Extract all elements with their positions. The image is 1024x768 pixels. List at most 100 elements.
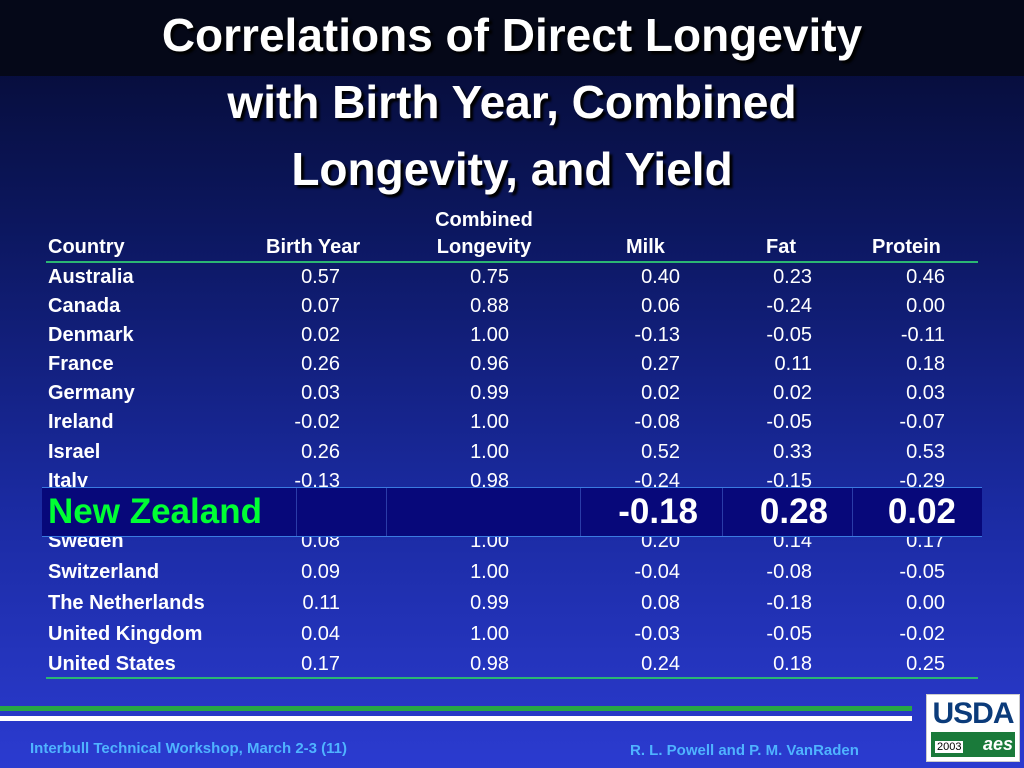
cell-birth-year: 0.04: [301, 623, 340, 645]
cell-birth-year: 0.26: [301, 353, 340, 375]
cell-milk: -0.13: [634, 324, 680, 346]
cell-protein: 0.00: [906, 592, 945, 614]
header-rule: [46, 261, 978, 263]
cell-country: Canada: [48, 295, 121, 317]
cell-birth-year: 0.02: [301, 324, 340, 346]
cell-fat: 0.33: [773, 441, 812, 463]
cell-fat: -0.08: [766, 561, 812, 583]
table-row: Ireland -0.02 1.00 -0.08 -0.05 -0.07: [0, 408, 1024, 437]
aes-logo-mark: aes: [983, 734, 1014, 754]
table-row: Germany 0.03 0.99 0.02 0.02 0.03: [0, 379, 1024, 408]
highlight-fat: 0.28: [759, 492, 828, 531]
table-row: Israel 0.26 1.00 0.52 0.33 0.53: [0, 438, 1024, 467]
cell-combined: 1.00: [470, 561, 509, 583]
header-milk: Milk: [626, 236, 665, 258]
cell-combined: 0.98: [470, 470, 509, 492]
cell-combined: 1.00: [470, 411, 509, 433]
table-row: Denmark 0.02 1.00 -0.13 -0.05 -0.11: [0, 321, 1024, 350]
table-row: United States 0.17 0.98 0.24 0.18 0.25: [0, 650, 1024, 679]
cell-birth-year: 0.11: [302, 592, 340, 614]
cell-country: United Kingdom: [48, 623, 203, 645]
cell-fat: -0.05: [766, 411, 812, 433]
title-line-2: with Birth Year, Combined: [227, 76, 797, 128]
cell-country: Ireland: [48, 411, 114, 433]
cell-birth-year: 0.57: [301, 266, 340, 288]
cell-milk: 0.08: [641, 592, 680, 614]
header-country: Country: [48, 236, 125, 258]
header-combined-bottom: Longevity: [436, 236, 532, 258]
highlight-country: New Zealand: [48, 492, 262, 531]
cell-combined: 1.00: [470, 623, 509, 645]
cell-milk: 0.27: [641, 353, 680, 375]
cell-milk: 0.24: [641, 653, 680, 675]
cell-birth-year: -0.13: [294, 470, 340, 492]
cell-fat: -0.18: [766, 592, 812, 614]
cell-protein: -0.07: [899, 411, 945, 433]
cell-birth-year: 0.26: [301, 441, 340, 463]
cell-combined: 0.96: [470, 353, 509, 375]
cell-protein: -0.02: [899, 623, 945, 645]
cell-combined: 0.99: [470, 382, 509, 404]
cell-fat: -0.05: [766, 623, 812, 645]
usda-logo-text: USDA: [932, 697, 1014, 730]
cell-milk: 0.52: [641, 441, 680, 463]
cell-country: United States: [48, 653, 176, 675]
table-row: Canada 0.07 0.88 0.06 -0.24 0.00: [0, 292, 1024, 321]
cell-protein: -0.11: [900, 324, 945, 346]
cell-combined: 0.88: [470, 295, 509, 317]
header-birth-year: Birth Year: [266, 236, 361, 258]
header-fat: Fat: [766, 236, 796, 258]
table-bottom-rule: [46, 677, 978, 679]
cell-fat: -0.05: [766, 324, 812, 346]
title-band: [0, 0, 1024, 76]
cell-country: Germany: [48, 382, 135, 404]
cell-milk: 0.06: [641, 295, 680, 317]
title-line-3: Longevity, and Yield: [291, 143, 733, 195]
cell-combined: 1.00: [470, 441, 509, 463]
table-row: United Kingdom 0.04 1.00 -0.03 -0.05 -0.02: [0, 620, 1024, 649]
cell-combined: 1.00: [470, 324, 509, 346]
cell-birth-year: 0.03: [301, 382, 340, 404]
cell-birth-year: -0.02: [294, 411, 340, 433]
cell-combined: 0.75: [470, 266, 509, 288]
cell-protein: 0.25: [906, 653, 945, 675]
cell-country: Italy: [48, 470, 89, 492]
cell-combined: 0.99: [470, 592, 509, 614]
footer-authors: R. L. Powell and P. M. VanRaden: [630, 742, 859, 759]
cell-milk: 0.02: [641, 382, 680, 404]
cell-milk: -0.08: [634, 411, 680, 433]
cell-birth-year: 0.09: [301, 561, 340, 583]
table-row: Australia 0.57 0.75 0.40 0.23 0.46: [0, 263, 1024, 292]
cell-fat: -0.24: [766, 295, 812, 317]
cell-milk: -0.03: [634, 623, 680, 645]
highlight-protein: 0.02: [887, 492, 956, 531]
cell-country: Denmark: [48, 324, 134, 346]
table-row: Italy -0.13 0.98 -0.24 -0.15 -0.29: [0, 467, 1024, 496]
highlight-row: New Zealand -0.18 0.28 0.02: [42, 487, 982, 537]
table-row: Switzerland 0.09 1.00 -0.04 -0.08 -0.05: [0, 558, 1024, 587]
footer-white-bar: [0, 716, 912, 721]
cell-country: France: [48, 353, 114, 375]
usda-logo-year: 2003: [935, 741, 964, 753]
cell-country: The Netherlands: [48, 592, 205, 614]
cell-fat: -0.15: [766, 470, 812, 492]
cell-protein: 0.53: [906, 441, 945, 463]
footer-workshop: Interbull Technical Workshop, March 2-3 …: [30, 740, 348, 757]
table-row: The Netherlands 0.11 0.99 0.08 -0.18 0.00: [0, 589, 1024, 618]
table-row: France 0.26 0.96 0.27 0.11 0.18: [0, 350, 1024, 379]
cell-fat: 0.02: [773, 382, 812, 404]
cell-protein: 0.03: [906, 382, 945, 404]
cell-country: Israel: [48, 441, 101, 463]
cell-birth-year: 0.07: [301, 295, 340, 317]
cell-fat: 0.23: [773, 266, 812, 288]
cell-fat: 0.11: [774, 353, 812, 375]
title-line-1: Correlations of Direct Longevity: [161, 9, 863, 61]
cell-protein: 0.18: [906, 353, 945, 375]
cell-protein: -0.29: [899, 470, 945, 492]
cell-fat: 0.18: [773, 653, 812, 675]
highlight-milk: -0.18: [618, 492, 698, 531]
cell-protein: -0.05: [899, 561, 945, 583]
cell-country: Australia: [48, 266, 134, 288]
cell-milk: -0.04: [634, 561, 680, 583]
cell-milk: 0.40: [641, 266, 680, 288]
